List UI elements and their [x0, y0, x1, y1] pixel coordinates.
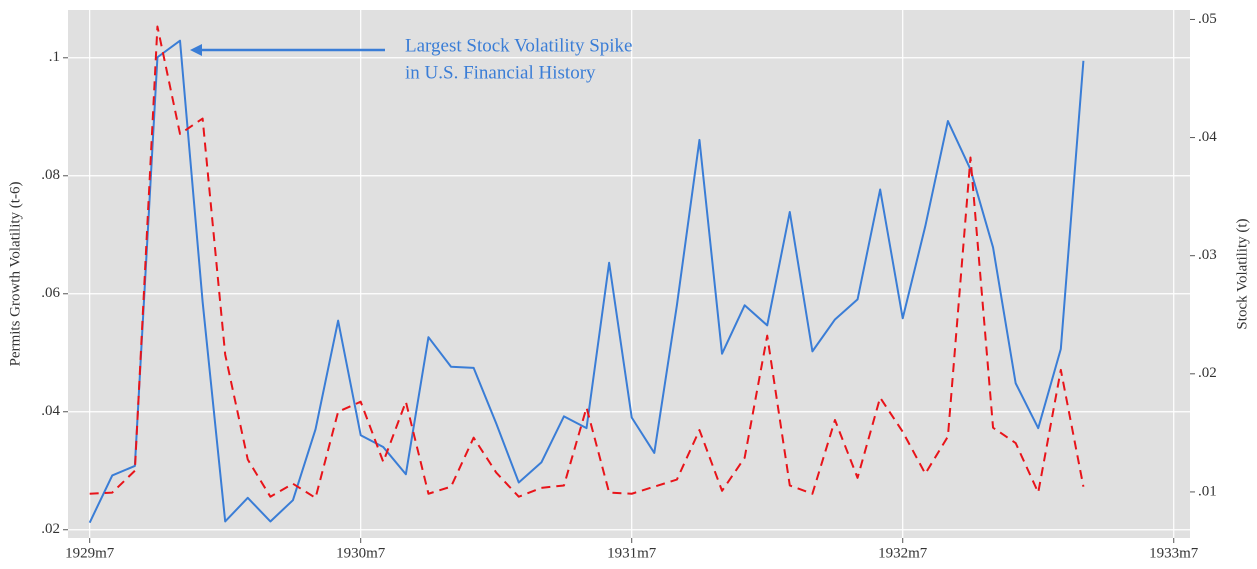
y2-tick-label: .02 — [1198, 365, 1217, 381]
line-series — [88, 39, 1085, 524]
y-axis-title: Permits Growth Volatility (t-6) — [7, 182, 23, 367]
annotation-text: in U.S. Financial History — [405, 62, 596, 83]
y2-tick-label: .03 — [1198, 247, 1217, 263]
y-tick-label: .06 — [41, 285, 60, 301]
x-tick-label: 1933m7 — [1149, 545, 1199, 561]
y2-tick-label: .04 — [1198, 129, 1217, 145]
annotation-arrowhead — [190, 44, 202, 56]
x-tick-label: 1929m7 — [65, 545, 115, 561]
line-series — [89, 25, 1085, 499]
x-tick-label: 1932m7 — [878, 545, 928, 561]
y-tick-label: .1 — [49, 49, 60, 65]
x-tick-label: 1930m7 — [336, 545, 386, 561]
y-tick-label: .02 — [41, 521, 60, 537]
y-tick-label: .08 — [41, 167, 60, 183]
y-tick-label: .04 — [41, 403, 60, 419]
x-tick-label: 1931m7 — [607, 545, 657, 561]
y2-tick-label: .01 — [1198, 483, 1217, 499]
y2-axis-title: Stock Volatility (t) — [1234, 218, 1250, 329]
y2-tick-label: .05 — [1198, 11, 1217, 27]
annotation-text: Largest Stock Volatility Spike — [405, 35, 632, 56]
plot-background — [68, 10, 1190, 538]
